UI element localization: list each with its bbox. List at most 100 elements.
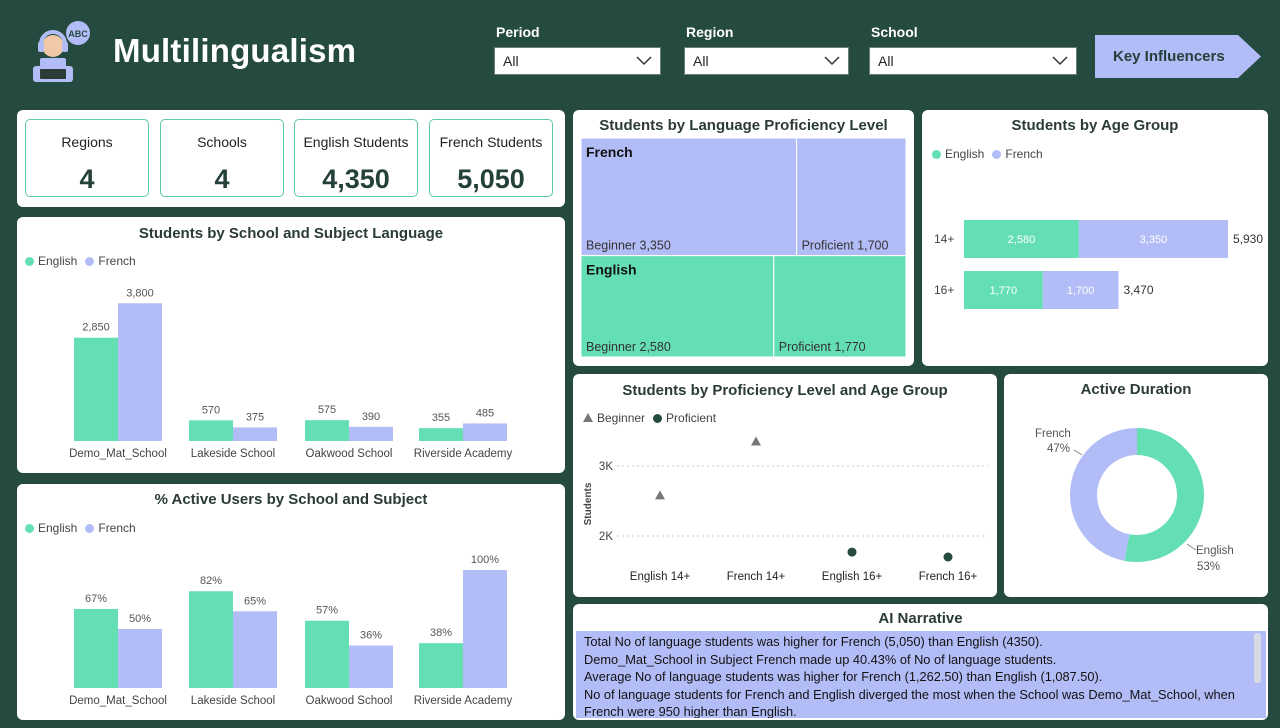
treemap-cell-label: Proficient 1,700 — [802, 239, 889, 253]
x-tick-label: Oakwood School — [306, 695, 393, 707]
data-label: 100% — [471, 554, 499, 566]
x-tick-label: English 16+ — [822, 571, 883, 583]
bar-french — [233, 427, 277, 441]
x-tick-label: Oakwood School — [306, 448, 393, 460]
kpi-panel: Regions 4 Schools 4 English Students 4,3… — [17, 110, 565, 207]
treemap-cell — [773, 255, 907, 358]
data-label: 65% — [244, 595, 266, 607]
active-duration-donut: English 53% French 47% — [1035, 428, 1234, 573]
legend-dot-english — [25, 256, 34, 266]
narrative-scrollbar[interactable] — [1254, 633, 1261, 683]
key-influencers-label: Key Influencers — [1113, 48, 1225, 65]
chart-legend: Beginner Proficient — [583, 411, 716, 425]
donut-slice-english — [1124, 428, 1204, 562]
bar-french — [118, 629, 162, 688]
bar-french — [233, 611, 277, 688]
bar-english — [74, 608, 118, 688]
bar-english — [419, 428, 463, 441]
filter-label-region: Region — [686, 24, 734, 40]
data-label: 390 — [362, 411, 380, 423]
scatter-point-proficient — [847, 547, 857, 557]
treemap-cell — [580, 137, 798, 257]
bar-english — [74, 337, 118, 441]
school-dropdown-value: All — [878, 53, 894, 69]
x-tick-label: English 14+ — [630, 571, 691, 583]
y-tick-label: 2K — [599, 531, 613, 543]
period-dropdown[interactable]: All — [494, 47, 661, 75]
legend-english: English — [38, 521, 78, 535]
proficiency-age-scatter: 2K 3K Students English 14+ French 14+ English… — [583, 436, 988, 583]
data-label: 50% — [129, 613, 151, 625]
header: ABC Multilingualism Period All Region Al… — [0, 0, 1280, 100]
chart-title: Students by Language Proficiency Level — [599, 117, 888, 134]
data-label: 485 — [476, 407, 494, 419]
chart-title: Students by Proficiency Level and Age Gr… — [622, 382, 948, 399]
treemap-cell-label: Proficient 1,770 — [779, 340, 866, 354]
logo-badge-text: ABC — [68, 29, 88, 39]
total-label: 3,470 — [1123, 283, 1153, 297]
proficiency-age-scatter-panel: Students by Proficiency Level and Age Gr… — [573, 374, 997, 597]
narrative-line: No of language students for French and E… — [584, 686, 1235, 719]
kpi-label: English Students — [303, 134, 409, 150]
narrative-text[interactable]: Total No of language students was higher… — [576, 631, 1266, 718]
app-title: Multilingualism — [113, 32, 357, 69]
x-tick-label: Riverside Academy — [414, 448, 513, 460]
treemap-cell-label: Beginner 3,350 — [586, 239, 671, 253]
treemap-group-label: English — [586, 262, 637, 278]
data-label: 570 — [202, 404, 220, 416]
leader-line — [1073, 449, 1083, 456]
bar-english — [189, 420, 233, 441]
kpi-card-french-students: French Students 5,050 — [429, 119, 553, 197]
chart-title: % Active Users by School and Subject — [154, 491, 428, 508]
kpi-label: Regions — [61, 134, 113, 150]
bar-english — [305, 620, 349, 688]
bar-french — [118, 303, 162, 441]
legend-dot-french — [992, 149, 1002, 159]
school-dropdown[interactable]: All — [869, 47, 1077, 75]
scatter-point-beginner — [751, 436, 761, 446]
data-label: 36% — [360, 630, 382, 642]
region-dropdown[interactable]: All — [684, 47, 849, 75]
treemap-cell — [580, 255, 775, 358]
bar-french — [463, 570, 507, 688]
kpi-value: 4,350 — [322, 164, 390, 194]
legend-english: English — [38, 254, 78, 268]
student-headset-icon: ABC — [33, 21, 90, 82]
data-label: 3,350 — [1140, 234, 1168, 246]
narrative-line: Total No of language students was higher… — [584, 634, 1043, 649]
treemap-group-label: French — [586, 144, 633, 160]
kpi-value: 5,050 — [457, 164, 525, 194]
data-label: 82% — [200, 575, 222, 587]
x-tick-label: Demo_Mat_School — [69, 695, 167, 707]
y-axis-label: Students — [583, 482, 594, 525]
y-tick-label: 3K — [599, 461, 613, 473]
school-subject-chart-panel: Students by School and Subject Language … — [17, 217, 565, 473]
kpi-card-regions: Regions 4 — [25, 119, 149, 197]
donut-label-name: French — [1035, 428, 1071, 440]
data-label: 57% — [316, 605, 338, 617]
legend-french: French — [98, 521, 136, 535]
active-users-chart-panel: % Active Users by School and Subject Eng… — [17, 484, 565, 720]
treemap-cell — [796, 137, 907, 257]
key-influencers-button[interactable]: Key Influencers — [1095, 35, 1261, 78]
age-group-chart-panel: Students by Age Group English French 14+… — [922, 110, 1268, 366]
y-tick-label: 14+ — [934, 232, 954, 246]
data-label: 67% — [85, 593, 107, 605]
kpi-label: Schools — [197, 134, 247, 150]
x-tick-label: French 16+ — [919, 571, 978, 583]
kpi-value: 4 — [214, 164, 230, 194]
bar-english — [189, 591, 233, 688]
data-label: 355 — [432, 412, 450, 424]
chevron-down-icon — [636, 56, 652, 66]
bar-french — [349, 426, 393, 441]
chart-title: Students by Age Group — [1011, 117, 1179, 134]
chart-legend: English French — [25, 254, 136, 268]
narrative-line: Demo_Mat_School in Subject French made u… — [584, 651, 1057, 667]
bar-english — [964, 220, 1079, 258]
y-tick-label: 16+ — [934, 283, 954, 297]
period-dropdown-value: All — [503, 53, 519, 69]
chevron-down-icon — [824, 56, 840, 66]
data-label: 375 — [246, 411, 264, 423]
kpi-label: French Students — [439, 134, 543, 150]
narrative-title: AI Narrative — [878, 610, 963, 627]
